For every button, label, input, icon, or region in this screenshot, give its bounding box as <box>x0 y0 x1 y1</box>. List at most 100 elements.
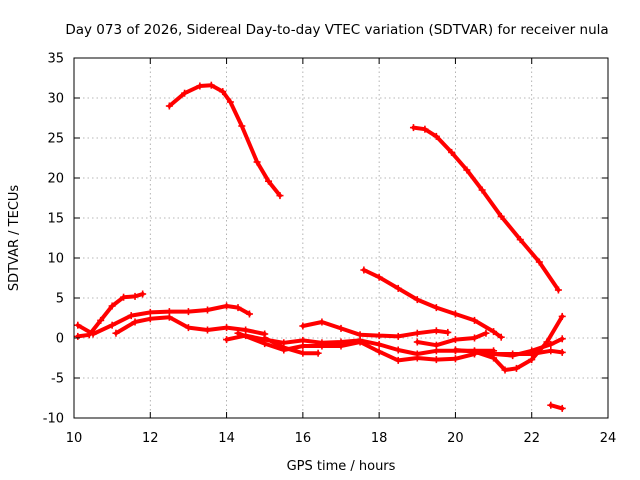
track-3-point <box>413 296 421 304</box>
track-11-point <box>413 338 421 346</box>
track-4-point <box>139 290 147 298</box>
track-2-point <box>463 166 471 174</box>
track-11-line <box>415 331 488 348</box>
track-5-point <box>184 308 192 316</box>
track-4-point <box>97 316 105 324</box>
y-tick-label: -5 <box>51 372 64 387</box>
track-12-point <box>558 312 566 320</box>
track-10-point <box>280 346 288 354</box>
track-5-point <box>89 330 97 338</box>
track-11-point <box>432 341 440 349</box>
x-tick-label: 22 <box>523 431 540 446</box>
track-3-point <box>360 266 368 274</box>
track-15-point <box>558 404 566 412</box>
track-2-point <box>448 148 456 156</box>
y-tick-label: 35 <box>47 52 64 67</box>
y-tick-label: 10 <box>47 252 64 267</box>
track-14-point <box>509 350 517 358</box>
x-tick-label: 18 <box>371 431 388 446</box>
track-5-point <box>245 310 253 318</box>
track-9-point <box>413 329 421 337</box>
track-7-point <box>375 340 383 348</box>
track-1-point <box>165 102 173 110</box>
track-2-point <box>421 125 429 133</box>
x-tick-label: 12 <box>142 431 159 446</box>
track-10-point <box>337 342 345 350</box>
track-3-point <box>394 284 402 292</box>
track-15-point <box>547 401 555 409</box>
x-tick-label: 20 <box>447 431 464 446</box>
track-10-point <box>432 356 440 364</box>
track-3-point <box>471 316 478 324</box>
track-7-point <box>394 346 402 354</box>
track-8-point <box>299 349 307 357</box>
track-10-point <box>451 355 459 363</box>
track-1-point <box>219 88 227 96</box>
track-7-point <box>223 336 231 344</box>
track-14-point <box>558 348 566 356</box>
track-8-line <box>262 336 321 356</box>
track-3-point <box>451 310 459 318</box>
track-10-point <box>318 342 326 350</box>
track-2-point <box>478 186 486 194</box>
track-14-point <box>490 350 498 358</box>
y-tick-label: 20 <box>47 172 64 187</box>
track-4-point <box>74 332 82 340</box>
track-2-point <box>554 286 562 294</box>
grid-layer <box>74 58 608 418</box>
track-1-line <box>167 83 282 198</box>
track-13-point <box>558 335 566 343</box>
track-9-line <box>300 320 450 339</box>
track-9-point <box>337 324 345 332</box>
track-9-point <box>432 327 440 335</box>
track-3-point <box>375 273 383 281</box>
x-tick-label: 24 <box>600 431 617 446</box>
track-5-point <box>108 321 116 329</box>
y-tick-label: 5 <box>56 292 64 307</box>
track-12-point <box>451 346 459 354</box>
track-6-point <box>112 329 120 337</box>
track-6-point <box>223 324 231 332</box>
track-12-point <box>501 366 509 374</box>
track-3-line <box>361 268 504 340</box>
track-5-point <box>146 308 154 316</box>
track-14-point <box>547 347 555 355</box>
track-10-point <box>234 329 242 337</box>
track-1-point <box>226 98 234 106</box>
track-10-line <box>236 331 477 363</box>
chart-title: Day 073 of 2026, Sidereal Day-to-day VTE… <box>65 22 608 38</box>
track-9-point <box>375 332 383 340</box>
track-2-point <box>432 132 440 140</box>
track-11-point <box>451 336 459 344</box>
track-9-point <box>299 322 307 330</box>
track-6-line <box>114 315 267 336</box>
x-axis-label: GPS time / hours <box>287 459 396 474</box>
y-tick-label: 30 <box>47 92 64 107</box>
track-6-point <box>165 313 173 321</box>
track-3-point <box>432 304 440 312</box>
x-tick-label: 10 <box>66 431 83 446</box>
track-5-point <box>234 304 242 312</box>
track-1-point <box>265 177 273 185</box>
track-6-point <box>131 318 139 326</box>
y-tick-label: -10 <box>43 412 64 427</box>
track-1-point <box>207 81 215 89</box>
track-10-point <box>413 354 421 362</box>
track-1-point <box>196 82 204 90</box>
plot-frame <box>73 57 609 419</box>
track-5-point <box>127 312 135 320</box>
track-2-point <box>497 212 505 220</box>
track-1-point <box>253 158 261 166</box>
track-10-point <box>375 348 383 356</box>
track-9-point <box>394 332 402 340</box>
track-9-point <box>444 328 452 336</box>
track-3-point <box>490 328 498 336</box>
track-4-point <box>108 302 116 310</box>
track-3-point <box>497 333 505 341</box>
track-10-point <box>261 340 269 348</box>
track-5-point <box>223 302 231 310</box>
track-10-point <box>299 342 307 350</box>
y-tick-label: 25 <box>47 132 64 147</box>
data-traces <box>74 81 566 412</box>
